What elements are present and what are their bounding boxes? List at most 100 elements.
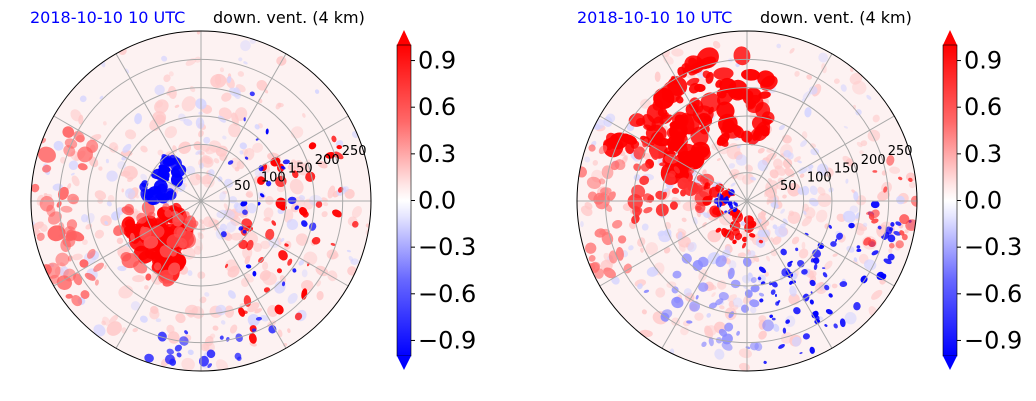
right-weak-negative-cell <box>778 124 785 131</box>
left-weak-positive-cell <box>155 101 163 108</box>
left-weak-negative-cell <box>226 75 232 84</box>
right-weak-positive-cell <box>641 309 647 315</box>
right-weak-positive-cell <box>663 55 674 65</box>
left-weak-positive-cell <box>317 161 328 169</box>
left-strong-positive-cell <box>284 243 289 247</box>
left-positive-cell <box>164 209 173 218</box>
left-weak-negative-cell <box>104 220 109 225</box>
left-weak-positive-cell <box>152 111 167 124</box>
left-range-label-100: 100 <box>261 170 286 185</box>
left-positive-cell <box>71 295 83 307</box>
right-negative-cell <box>671 286 679 294</box>
left-azimuth-line-210 <box>53 115 202 202</box>
right-positive-cell <box>659 162 666 166</box>
right-positive-cell <box>863 237 872 246</box>
right-polar-grid <box>577 31 917 371</box>
right-strong-negative-cell <box>802 333 810 340</box>
right-strong-positive-cell <box>625 142 635 155</box>
right-weak-positive-cell <box>765 255 771 262</box>
right-colorbar-tick-label: −0.3 <box>964 233 1022 261</box>
right-strong-negative-cell <box>789 260 793 264</box>
right-strong-positive-cell <box>653 137 671 147</box>
right-positive-cell <box>673 166 680 174</box>
left-weak-positive-cell <box>230 157 241 170</box>
left-negative-cell <box>236 356 242 362</box>
left-weak-positive-cell <box>157 149 164 156</box>
right-colorbar-tick-label: 0.3 <box>964 140 1002 168</box>
left-weak-positive-cell <box>256 80 268 91</box>
right-weak-positive-cell <box>846 158 855 167</box>
left-weak-positive-cell <box>67 183 72 190</box>
right-strong-negative-cell <box>895 221 902 226</box>
right-weak-negative-cell <box>584 156 591 163</box>
right-strong-positive-cell <box>688 82 701 94</box>
right-weak-negative-cell <box>714 348 725 360</box>
left-weak-positive-cell <box>202 216 215 228</box>
right-weak-positive-cell <box>904 229 909 234</box>
left-colorbar-tick-label: 0.3 <box>418 140 456 168</box>
left-positive-cell <box>63 145 76 157</box>
left-weak-negative-cell <box>68 160 79 171</box>
left-weak-positive-cell <box>224 305 235 318</box>
right-strong-negative-cell <box>893 231 901 236</box>
right-weak-positive-cell <box>728 300 735 308</box>
left-positive-cell <box>162 203 170 211</box>
right-weak-positive-cell <box>654 71 661 82</box>
right-positive-cell <box>899 230 905 236</box>
right-weak-positive-cell <box>774 165 786 176</box>
left-strong-positive-cell <box>263 287 271 293</box>
left-weak-positive-cell <box>125 129 137 140</box>
right-positive-cell <box>640 163 650 172</box>
right-strong-positive-cell <box>748 233 756 238</box>
left-weak-negative-cell <box>199 162 204 169</box>
right-colorbar-tick-label: 0.0 <box>964 187 1002 215</box>
right-strong-positive-cell <box>704 182 711 190</box>
right-weak-positive-cell <box>681 217 687 223</box>
right-positive-cell <box>588 144 596 152</box>
left-weak-positive-cell <box>71 175 80 187</box>
right-weak-negative-cell <box>747 250 756 258</box>
right-strong-negative-cell <box>757 276 762 281</box>
left-weak-positive-cell <box>202 157 213 165</box>
right-strong-negative-cell <box>812 249 822 258</box>
left-title-date: 2018-10-10 10 UTC <box>30 8 185 27</box>
left-positive-cell <box>166 233 182 249</box>
left-weak-positive-cell <box>276 185 285 193</box>
right-strong-negative-cell <box>780 248 787 256</box>
right-positive-cell <box>615 246 624 261</box>
left-negative-cell <box>206 349 216 359</box>
left-strong-positive-cell <box>238 307 246 317</box>
right-weak-negative-cell <box>703 212 711 219</box>
left-strong-negative-cell <box>245 264 252 269</box>
left-weak-negative-cell <box>99 95 104 100</box>
left-strong-negative-cell <box>249 91 255 97</box>
left-weak-positive-cell <box>182 247 196 260</box>
right-strong-positive-cell <box>642 114 656 131</box>
left-colorbar-tick-label: −0.6 <box>418 280 476 308</box>
left-positive-cell <box>136 212 148 224</box>
left-weak-positive-cell <box>82 239 88 245</box>
left-weak-positive-cell <box>168 71 174 77</box>
right-strong-negative-cell <box>856 245 861 249</box>
right-weak-positive-cell <box>859 150 864 155</box>
right-weak-positive-cell <box>832 253 838 257</box>
left-weak-negative-cell <box>187 349 194 356</box>
right-weak-positive-cell <box>704 325 714 340</box>
left-weak-negative-cell <box>348 255 354 262</box>
right-weak-positive-cell <box>801 241 806 250</box>
right-positive-cell <box>888 242 895 249</box>
left-weak-positive-cell <box>178 141 192 154</box>
right-weak-negative-cell <box>842 210 856 223</box>
right-weak-negative-cell <box>789 285 797 297</box>
right-strong-negative-cell <box>839 318 846 328</box>
right-weak-negative-cell <box>809 185 818 196</box>
right-weak-negative-cell <box>776 43 782 49</box>
left-positive-cell <box>57 186 69 200</box>
left-weak-negative-cell <box>287 293 298 304</box>
right-strong-negative-cell <box>809 279 816 287</box>
left-weak-positive-cell <box>277 237 282 246</box>
right-weak-negative-cell <box>804 107 812 118</box>
right-strong-positive-cell <box>677 66 688 78</box>
left-strong-negative-cell <box>301 220 308 227</box>
right-range-label-50: 50 <box>780 179 797 194</box>
